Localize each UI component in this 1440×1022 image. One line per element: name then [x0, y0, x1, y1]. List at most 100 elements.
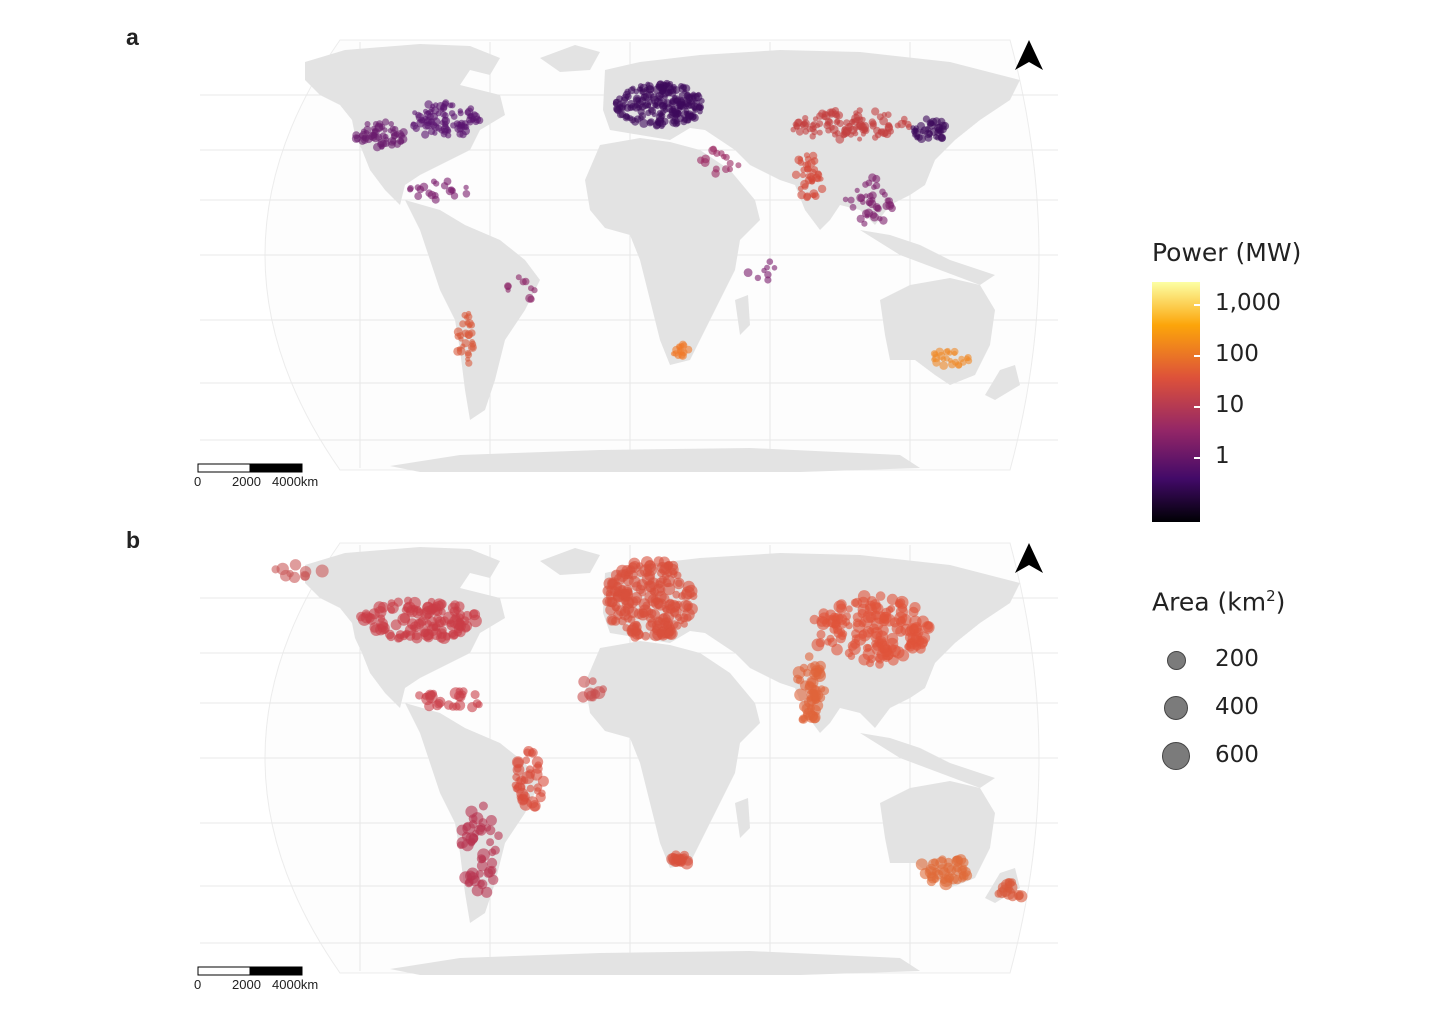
- plant-marker: [708, 146, 718, 155]
- plant-marker: [938, 855, 947, 864]
- scale-label-mid: 2000: [232, 977, 261, 992]
- plant-marker: [861, 126, 870, 135]
- plant-marker: [794, 118, 803, 127]
- power-tick-label: 1: [1215, 443, 1230, 469]
- plant-marker: [435, 124, 443, 132]
- plant-marker: [433, 180, 440, 187]
- plant-marker: [289, 559, 302, 571]
- plant-marker: [441, 116, 449, 124]
- land-mass: [390, 448, 920, 472]
- plant-marker: [382, 133, 389, 140]
- plant-marker: [866, 596, 878, 607]
- plant-marker: [875, 630, 889, 644]
- plant-marker: [933, 869, 944, 880]
- plant-marker: [423, 110, 432, 119]
- plant-marker: [872, 174, 881, 183]
- plant-marker: [433, 102, 439, 108]
- plant-marker: [664, 627, 677, 640]
- plant-marker: [687, 100, 693, 106]
- plant-marker: [477, 879, 488, 890]
- plant-marker: [531, 287, 538, 294]
- plant-marker: [794, 688, 807, 702]
- plant-marker: [832, 110, 840, 118]
- plant-marker: [722, 165, 730, 174]
- plant-marker: [816, 120, 824, 128]
- plant-marker: [647, 118, 655, 126]
- plant-marker: [477, 848, 490, 862]
- plant-marker: [483, 824, 492, 832]
- plant-marker: [994, 889, 1003, 898]
- plant-marker: [831, 620, 840, 628]
- plant-marker: [449, 606, 460, 617]
- plant-marker: [922, 115, 931, 123]
- plant-marker: [411, 631, 421, 641]
- plant-marker: [874, 204, 881, 212]
- plant-marker: [523, 748, 532, 757]
- land-mass: [603, 553, 1020, 733]
- plant-marker: [271, 565, 280, 574]
- plant-marker: [868, 191, 877, 200]
- plant-marker: [364, 121, 371, 127]
- plant-marker: [638, 115, 644, 121]
- plant-marker: [431, 623, 439, 631]
- plant-marker: [478, 801, 488, 811]
- plant-marker: [847, 641, 858, 651]
- plant-marker: [849, 203, 857, 211]
- plant-marker: [795, 127, 804, 136]
- plant-marker: [901, 115, 908, 123]
- plant-marker: [909, 602, 921, 614]
- plant-marker: [916, 636, 929, 648]
- plant-marker: [816, 629, 826, 639]
- plant-marker: [840, 131, 848, 139]
- plant-marker: [421, 130, 430, 139]
- power-tick-label: 100: [1215, 341, 1259, 367]
- plant-marker: [578, 675, 591, 688]
- plant-marker: [393, 140, 402, 148]
- plant-marker: [481, 886, 493, 898]
- plant-marker: [804, 155, 812, 163]
- land-mass: [390, 951, 920, 975]
- plant-marker: [627, 606, 639, 618]
- plant-marker: [280, 569, 292, 582]
- plant-marker: [399, 612, 411, 624]
- plant-marker: [642, 102, 649, 110]
- plant-marker: [838, 631, 847, 641]
- plant-marker: [644, 591, 657, 603]
- plant-marker: [680, 342, 688, 350]
- plant-marker: [804, 652, 814, 661]
- plant-marker: [460, 620, 472, 632]
- plant-marker: [884, 123, 894, 133]
- plant-marker: [845, 622, 853, 630]
- plant-marker: [635, 584, 646, 595]
- plant-marker: [450, 113, 458, 120]
- plant-marker: [461, 329, 470, 338]
- plant-marker: [894, 122, 901, 129]
- plant-marker: [683, 613, 692, 622]
- scale-label-mid: 2000: [232, 474, 261, 489]
- plant-marker: [842, 196, 849, 203]
- plant-marker: [428, 603, 438, 614]
- plant-marker: [395, 130, 405, 139]
- land-mass: [585, 138, 760, 365]
- plant-marker: [646, 608, 654, 616]
- plant-marker: [653, 556, 664, 567]
- plant-marker: [922, 621, 934, 633]
- plant-marker: [811, 125, 817, 131]
- plant-marker: [876, 113, 884, 121]
- plant-marker: [668, 107, 678, 116]
- plant-marker: [816, 129, 823, 136]
- plant-marker: [413, 618, 425, 629]
- plant-marker: [537, 775, 549, 787]
- plant-marker: [629, 116, 637, 124]
- plant-marker: [463, 124, 470, 130]
- plant-marker: [910, 125, 916, 131]
- plant-marker: [915, 858, 928, 871]
- land-mass: [540, 45, 600, 72]
- plant-marker: [406, 607, 416, 616]
- plant-marker: [853, 112, 863, 121]
- world-map-a: [197, 39, 1058, 473]
- plant-marker: [900, 623, 913, 636]
- plant-marker: [635, 99, 645, 109]
- land-mass: [860, 230, 995, 285]
- plant-marker: [486, 857, 498, 869]
